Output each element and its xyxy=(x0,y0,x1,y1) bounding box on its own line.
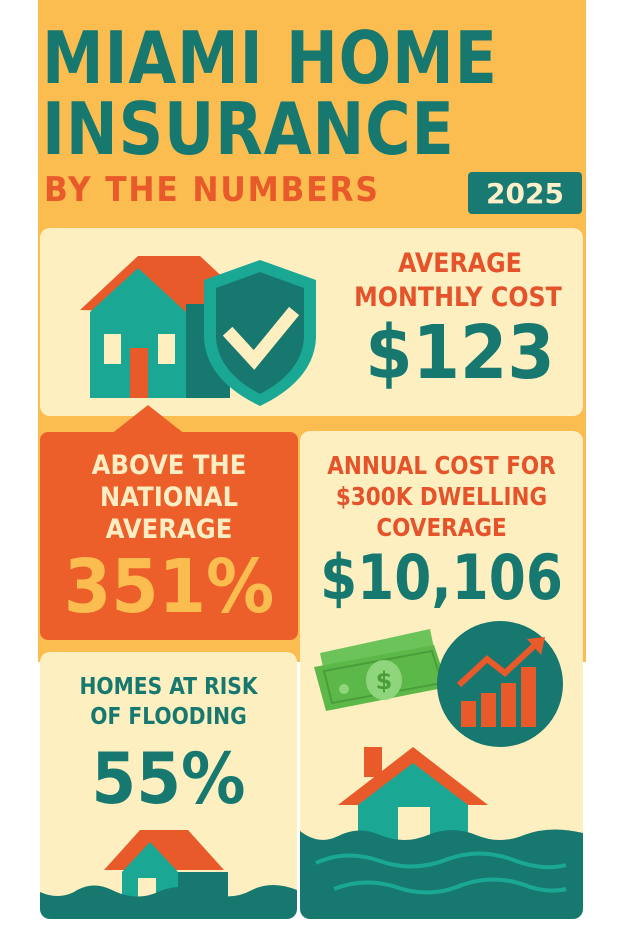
flood-label-line2: OF FLOODING xyxy=(90,704,247,730)
title-line-1: MIAMI HOME xyxy=(42,16,498,100)
flood-label-line1: HOMES AT RISK xyxy=(79,674,258,700)
annual-label-line2: $300K DWELLING xyxy=(335,482,548,511)
annual-label-line1: ANNUAL COST FOR xyxy=(327,451,556,480)
flooded-house-small-icon xyxy=(40,830,297,919)
monthly-cost-label-line2: MONTHLY COST xyxy=(354,282,562,313)
monthly-cost-value: $123 xyxy=(365,310,555,396)
svg-text:$: $ xyxy=(376,667,393,695)
national-average-panel: ABOVE THE NATIONAL AVERAGE 351% xyxy=(40,432,298,640)
national-label-line1: ABOVE THE xyxy=(91,450,247,481)
national-label-line2: NATIONAL xyxy=(99,482,239,513)
title-line-2: INSURANCE xyxy=(42,87,455,171)
annual-cost-panel: ANNUAL COST FOR $300K DWELLING COVERAGE … xyxy=(300,431,583,919)
flood-risk-panel: HOMES AT RISK OF FLOODING 55% xyxy=(40,652,297,919)
money-bills-icon: $ xyxy=(314,629,448,711)
national-value: 351% xyxy=(63,544,275,630)
rising-chart-icon xyxy=(437,621,563,747)
annual-label-line3: COVERAGE xyxy=(376,513,507,542)
house-icon xyxy=(80,256,230,398)
flood-value: 55% xyxy=(91,738,246,820)
pointer-triangle xyxy=(110,405,186,435)
flooded-house-icon xyxy=(300,747,583,919)
year-badge: 2025 xyxy=(468,172,582,214)
annual-value: $10,106 xyxy=(320,541,563,614)
monthly-cost-label-line1: AVERAGE xyxy=(398,248,522,279)
national-label-line3: AVERAGE xyxy=(105,514,233,545)
monthly-cost-panel: AVERAGE MONTHLY COST $123 xyxy=(40,228,583,416)
shield-check-icon xyxy=(204,260,316,406)
subtitle: BY THE NUMBERS xyxy=(44,170,380,210)
